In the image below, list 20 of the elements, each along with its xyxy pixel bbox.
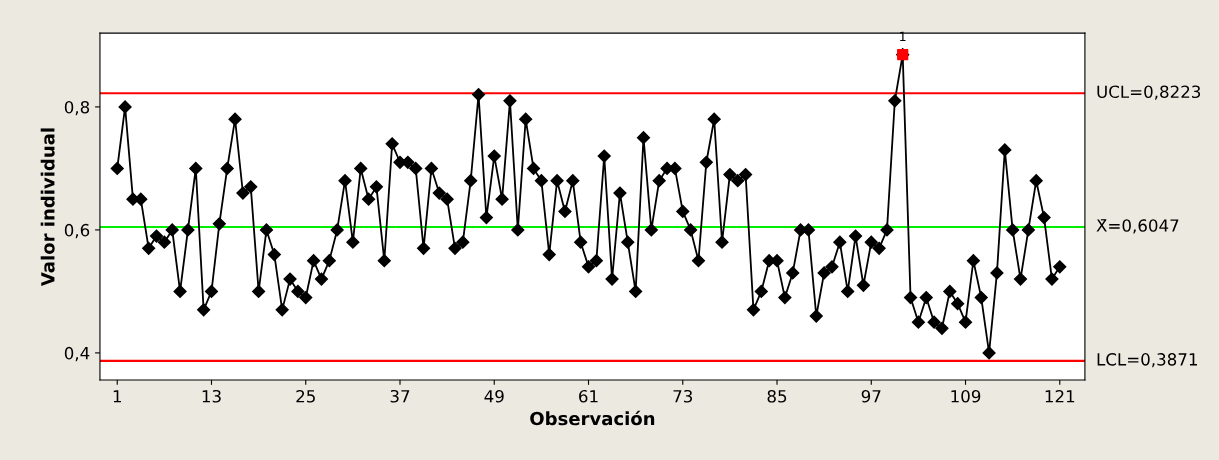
ref-line-label: LCL=0,3871 xyxy=(1097,353,1197,368)
ref-line-label: UCL=0,8223 xyxy=(1097,85,1201,100)
x-tick-label: 25 xyxy=(296,389,315,403)
y-tick-label: 0,8 xyxy=(64,100,90,116)
annotation: 1 xyxy=(900,31,906,41)
y-tick-label: 0,6 xyxy=(64,223,90,239)
x-tick-label: 85 xyxy=(767,389,787,403)
x-tick-label: 1 xyxy=(113,390,121,403)
x-tick-label: 13 xyxy=(202,389,221,403)
x-tick-label: 49 xyxy=(484,389,504,403)
x-tick-label: 37 xyxy=(390,389,410,403)
x-axis-title: Observación xyxy=(530,410,655,426)
x-tick-label: 109 xyxy=(951,389,981,403)
y-tick-label: 0,4 xyxy=(64,346,90,362)
x-tick-label: 61 xyxy=(579,389,598,403)
ref-line-label: X̄=0,6047 xyxy=(1096,219,1179,234)
x-tick-label: 97 xyxy=(861,389,881,403)
x-tick-label: 121 xyxy=(1045,389,1075,403)
y-axis-title: Valor individual xyxy=(40,128,55,287)
x-tick-label: 73 xyxy=(673,389,693,403)
